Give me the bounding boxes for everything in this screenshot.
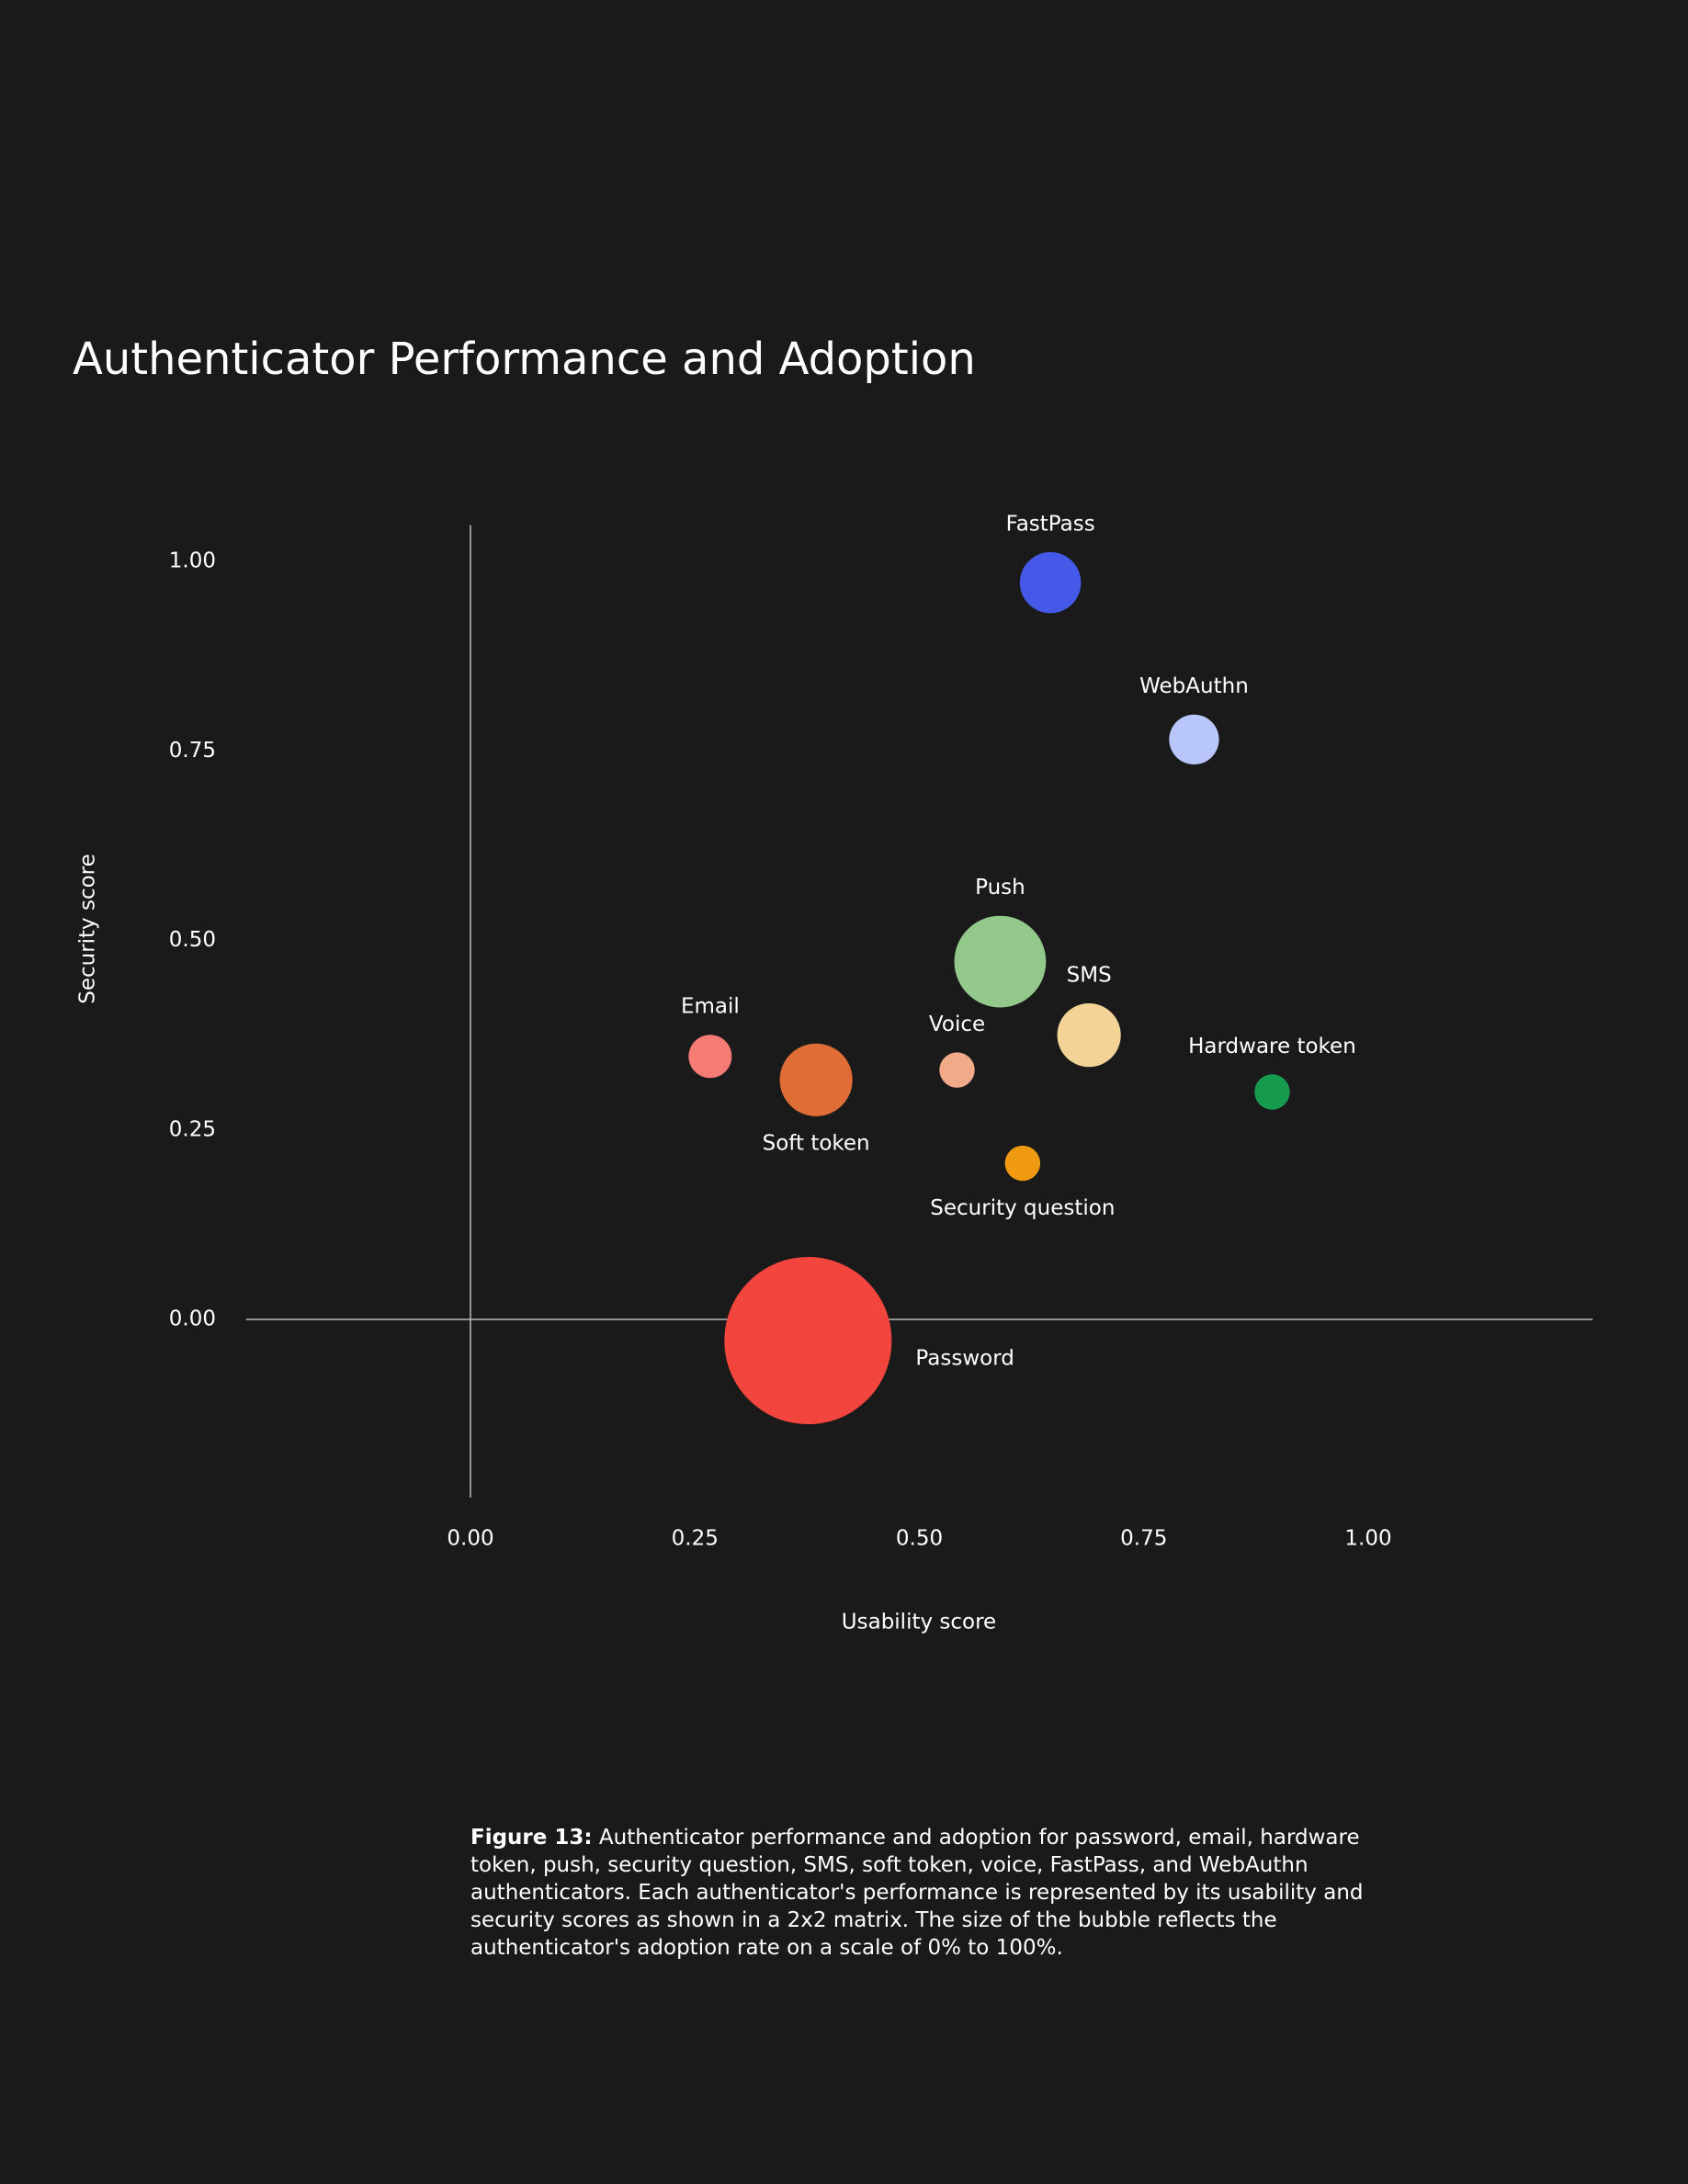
y-tick-label: 0.50 [169, 928, 216, 952]
y-tick-label: 0.00 [169, 1307, 216, 1331]
chart-title: Authenticator Performance and Adoption [73, 334, 976, 385]
x-tick-label: 0.00 [447, 1527, 493, 1551]
bubble [1019, 551, 1082, 614]
bubble-label: FastPass [1006, 512, 1095, 536]
bubble-label: Hardware token [1188, 1035, 1356, 1058]
y-tick-label: 0.75 [169, 739, 216, 763]
bubble-label: SMS [1067, 964, 1112, 988]
bubble-label: Soft token [763, 1131, 870, 1155]
y-axis-title: Security score [76, 854, 100, 1004]
x-tick-label: 1.00 [1344, 1527, 1391, 1551]
bubble-label: Voice [929, 1013, 985, 1036]
bubble [1169, 714, 1219, 765]
bubble-label: Security question [930, 1196, 1115, 1220]
bubble [1004, 1145, 1041, 1182]
bubble [1254, 1074, 1290, 1110]
bubble-label: Push [975, 876, 1025, 900]
bubble [939, 1052, 975, 1088]
x-tick-label: 0.50 [896, 1527, 943, 1551]
x-axis-title: Usability score [842, 1611, 996, 1635]
y-tick-label: 1.00 [169, 549, 216, 573]
x-tick-label: 0.25 [672, 1527, 719, 1551]
bubble-label: Password [915, 1347, 1014, 1371]
x-tick-label: 0.75 [1120, 1527, 1167, 1551]
bubble [1057, 1003, 1121, 1068]
bubble [724, 1257, 892, 1425]
y-tick-label: 0.25 [169, 1117, 216, 1141]
caption-label: Figure 13: [470, 1826, 593, 1850]
caption-text: Authenticator performance and adoption f… [470, 1826, 1364, 1960]
bubble-label: Email [681, 995, 740, 1019]
bubble-label: WebAuthn [1139, 674, 1249, 698]
caption: Figure 13: Authenticator performance and… [470, 1824, 1417, 1962]
bubble [688, 1035, 732, 1079]
bubble [779, 1043, 853, 1116]
bubble [954, 915, 1047, 1008]
